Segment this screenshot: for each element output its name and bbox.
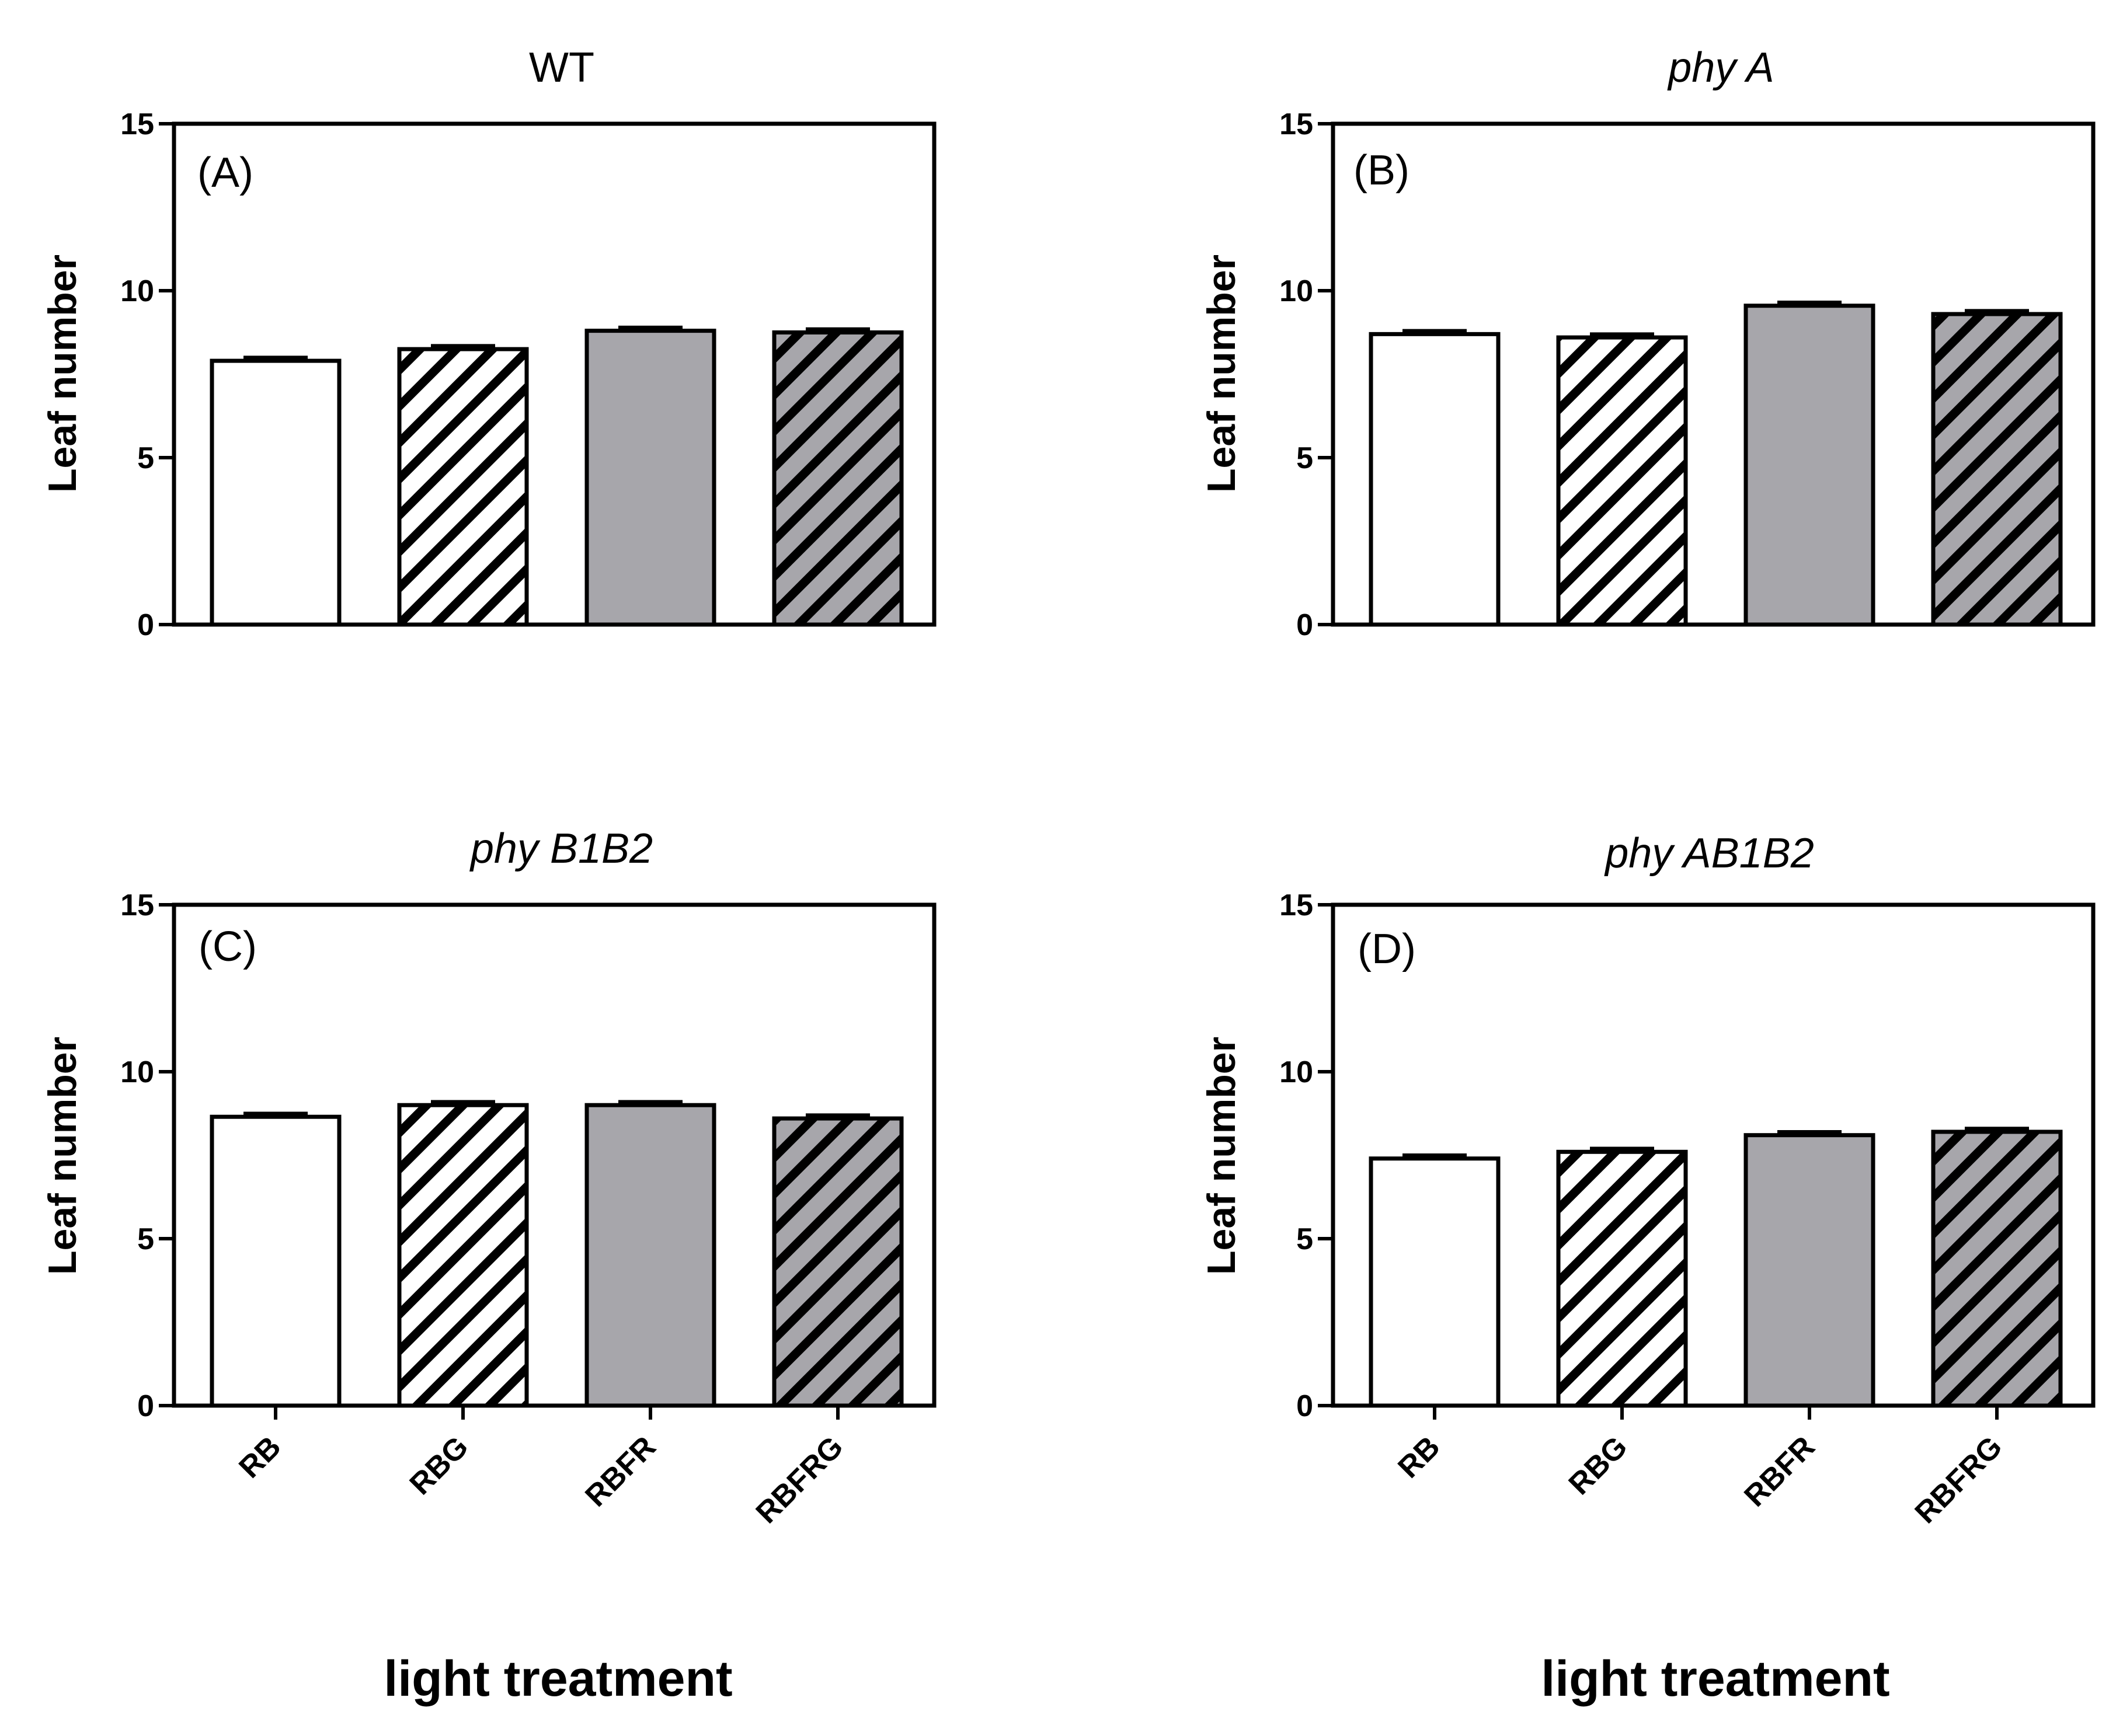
x-tick-label-c-rbfr: RBFR — [579, 1430, 662, 1513]
y-tick-label-a-10: 10 — [120, 274, 154, 308]
bar-a-rbg — [397, 347, 529, 627]
y-axis-label-c: Leaf number — [40, 1037, 85, 1275]
y-tick-label-a-5: 5 — [137, 441, 154, 475]
bar-d-rbg — [1556, 1149, 1688, 1408]
x-tick-label-d-rbfr: RBFR — [1738, 1430, 1821, 1513]
chart-title-a: WT — [529, 44, 594, 91]
y-axis-label-d: Leaf number — [1199, 1037, 1244, 1275]
bar-d-rbfrg — [1931, 1130, 2063, 1408]
chart-title-b: phy A — [1667, 44, 1774, 91]
plot-frame-c — [172, 902, 937, 1408]
y-tick-label-d-15: 15 — [1279, 888, 1313, 922]
y-axis-label-a: Leaf number — [40, 255, 85, 493]
y-axis-label-b: Leaf number — [1199, 255, 1244, 493]
y-tick-label-d-0: 0 — [1296, 1389, 1313, 1423]
bar-a-rb — [210, 358, 342, 627]
y-tick-label-c-5: 5 — [137, 1222, 154, 1256]
bar-b-rbfr — [1743, 304, 1875, 627]
chart-panel-a: WT Leaf number 0 5 10 15 (A) — [40, 44, 937, 642]
x-tick-label-d-rbg: RBG — [1562, 1430, 1634, 1501]
y-tick-label-c-15: 15 — [120, 888, 154, 922]
chart-panel-c: phy B1B2 Leaf number RB RBG RBFR RBFRG 0 5 10 1… — [40, 825, 937, 1707]
x-tick-label-c-rb: RB — [232, 1430, 287, 1484]
bar-c-rbg — [397, 1103, 529, 1408]
bar-b-rbfrg — [1931, 312, 2063, 627]
plot-area-c: RB RBG RBFR RBFRG 0 5 10 15 — [120, 888, 937, 1530]
y-tick-label-c-0: 0 — [137, 1389, 154, 1423]
x-tick-label-c-rbfrg: RBFRG — [750, 1430, 850, 1530]
x-axis-label-d: light treatment — [1541, 1651, 1889, 1707]
plot-frame-b — [1331, 121, 2096, 627]
plot-area-b: 0 5 10 15 — [1279, 107, 2096, 642]
panel-letter-c: (C) — [199, 923, 257, 970]
chart-panel-d: phy AB1B2 Leaf number RB RBG RBFR RBFRG 0 5 10… — [1199, 830, 2096, 1707]
y-tick-label-c-10: 10 — [120, 1055, 154, 1089]
bar-b-rbg — [1556, 335, 1688, 627]
plot-area-a: 0 5 10 15 — [120, 107, 937, 642]
x-tick-label-c-rbg: RBG — [403, 1430, 475, 1501]
bar-a-rbfr — [584, 329, 716, 627]
plot-frame-d — [1331, 902, 2096, 1408]
panel-letter-d: (D) — [1358, 926, 1416, 972]
bar-d-rbfr — [1743, 1133, 1875, 1408]
y-tick-label-a-0: 0 — [137, 608, 154, 642]
y-tick-label-b-15: 15 — [1279, 107, 1313, 141]
y-tick-label-b-10: 10 — [1279, 274, 1313, 308]
bar-c-rb — [210, 1114, 342, 1408]
bar-a-rbfrg — [772, 330, 904, 627]
y-tick-label-a-15: 15 — [120, 107, 154, 141]
panel-letter-a: (A) — [197, 149, 253, 196]
y-tick-label-b-5: 5 — [1296, 441, 1313, 475]
bar-c-rbfr — [584, 1103, 716, 1408]
plot-frame-a — [172, 121, 937, 627]
chart-panel-b: phy A Leaf number 0 5 10 15 (B) — [1199, 44, 2096, 642]
panel-letter-b: (B) — [1353, 147, 1409, 194]
chart-title-c: phy B1B2 — [469, 825, 653, 872]
y-tick-label-b-0: 0 — [1296, 608, 1313, 642]
x-axis-label-c: light treatment — [384, 1651, 732, 1707]
bar-c-rbfrg — [772, 1116, 904, 1408]
y-tick-label-d-10: 10 — [1279, 1055, 1313, 1089]
plot-area-d: RB RBG RBFR RBFRG 0 5 10 15 — [1279, 888, 2096, 1530]
x-tick-label-d-rb: RB — [1391, 1430, 1446, 1484]
x-tick-label-d-rbfrg: RBFRG — [1909, 1430, 2009, 1530]
chart-title-d: phy AB1B2 — [1604, 830, 1814, 877]
bar-d-rb — [1369, 1156, 1501, 1408]
y-tick-label-d-5: 5 — [1296, 1222, 1313, 1256]
bar-b-rb — [1369, 332, 1501, 627]
